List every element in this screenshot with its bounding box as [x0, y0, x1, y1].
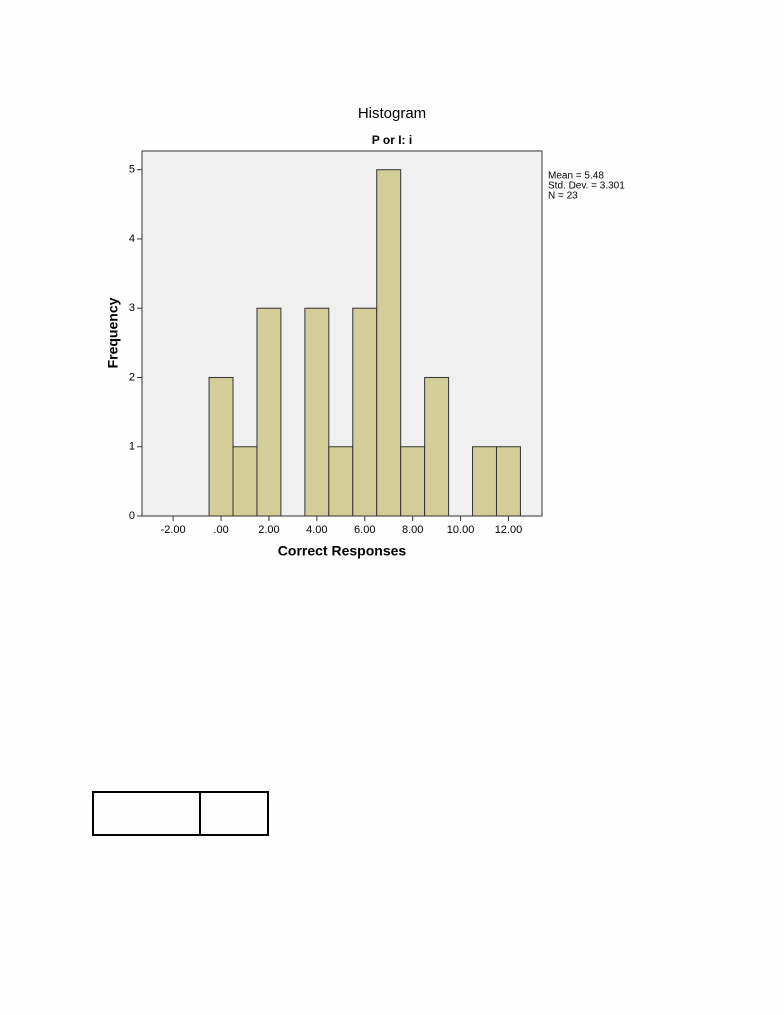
- bar: [352, 307, 378, 517]
- bar: [424, 376, 450, 517]
- bar: [208, 376, 234, 517]
- bar: [328, 446, 354, 517]
- y-tick-label: 0: [129, 510, 135, 522]
- x-tick-label: 2.00: [258, 524, 279, 536]
- bar: [232, 446, 258, 517]
- y-axis-label: Frequency: [105, 297, 121, 368]
- x-axis-label: Correct Responses: [278, 543, 407, 559]
- chart-title: Histogram: [358, 105, 426, 122]
- x-tick-label: 4.00: [306, 524, 327, 536]
- x-tick-label: 6.00: [354, 524, 375, 536]
- y-tick-label: 5: [129, 164, 135, 176]
- bar: [472, 446, 497, 517]
- x-tick-label: 10.00: [447, 524, 475, 536]
- table-cell: [92, 791, 201, 836]
- y-tick-label: 2: [129, 371, 135, 383]
- chart-subtitle: P or I: i: [372, 133, 412, 147]
- table-cell: [199, 791, 269, 836]
- x-tick-label: .00: [213, 524, 228, 536]
- stats-label: N = 23: [548, 191, 578, 202]
- bar: [400, 446, 426, 517]
- bar: [256, 307, 282, 517]
- bar: [376, 169, 402, 517]
- y-tick-label: 1: [129, 441, 135, 453]
- x-tick-label: 8.00: [402, 524, 423, 536]
- y-tick-label: 3: [129, 302, 135, 314]
- bar: [495, 446, 521, 517]
- bar: [304, 307, 330, 517]
- x-tick-label: -2.00: [161, 524, 186, 536]
- stats-label: Mean = 5.48: [548, 171, 604, 182]
- stats-label: Std. Dev. = 3.301: [548, 181, 625, 192]
- x-tick-label: 12.00: [495, 524, 523, 536]
- y-tick-label: 4: [129, 233, 135, 245]
